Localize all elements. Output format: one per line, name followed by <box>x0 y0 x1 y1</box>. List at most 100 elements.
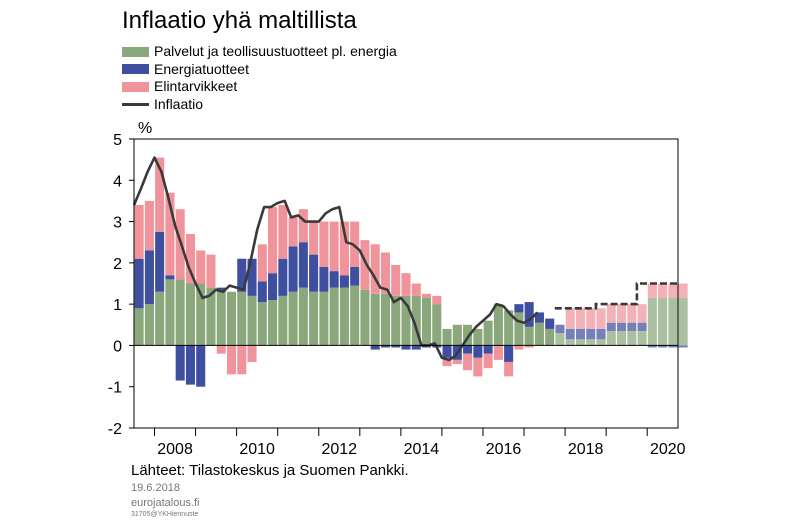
bar-2017Q2-s0 <box>534 322 544 346</box>
bar-2010Q1-s1 <box>237 258 247 292</box>
y-tick-label-0: 0 <box>113 338 122 355</box>
bar-2015Q4-s2 <box>473 357 483 377</box>
bar-2015Q4-s0 <box>473 328 483 346</box>
bar-2016Q2-s0 <box>493 304 503 346</box>
bar-2012Q1-s0 <box>319 291 329 346</box>
bar-2009Q4-s0 <box>226 291 237 346</box>
publish-date: 19.6.2018 <box>131 482 180 494</box>
bar-2016Q4-s1 <box>514 304 524 313</box>
x-tick-label-2020: 2020 <box>650 441 686 458</box>
bar-2013Q2-s1 <box>370 345 380 350</box>
bar-2010Q4-s1 <box>268 273 278 301</box>
legend-label-inflation: Inflaatio <box>154 95 204 112</box>
bar-2007Q3-s0 <box>134 308 144 346</box>
bar-2020Q4-s2 <box>678 283 688 298</box>
bar-2012Q2-s1 <box>329 271 339 288</box>
bar-2011Q2-s1 <box>288 246 298 292</box>
bar-2018Q3-s1 <box>586 328 596 340</box>
bar-2016Q1-s0 <box>483 320 493 346</box>
legend-item-food: Elintarvikkeet <box>122 78 397 96</box>
bar-2010Q1-s2 <box>237 345 247 375</box>
bar-2017Q3-s1 <box>545 318 555 329</box>
bar-2019Q2-s0 <box>617 330 627 346</box>
bar-2017Q3-s0 <box>545 328 555 346</box>
bar-2019Q3-s0 <box>627 330 637 346</box>
x-tick-label-2018: 2018 <box>568 441 604 458</box>
bar-2010Q3-s1 <box>257 281 267 303</box>
bar-2012Q2-s2 <box>329 221 339 272</box>
bar-2020Q3-s0 <box>668 297 678 346</box>
bar-2011Q2-s0 <box>288 291 298 346</box>
bar-2011Q4-s0 <box>309 291 319 346</box>
bar-2019Q2-s1 <box>617 322 627 331</box>
y-tick-label-3: 3 <box>113 215 122 232</box>
source-note: Lähteet: Tilastokeskus ja Suomen Pankki. <box>131 462 409 479</box>
legend-label-food: Elintarvikkeet <box>154 78 238 95</box>
bar-2013Q1-s0 <box>360 289 370 346</box>
bar-2008Q4-s1 <box>185 345 195 385</box>
bar-2008Q1-s1 <box>155 231 165 292</box>
bar-2009Q3-s2 <box>216 345 226 354</box>
bar-2016Q3-s0 <box>504 310 514 346</box>
y-tick-label-1: 1 <box>113 297 122 314</box>
bar-2011Q1-s0 <box>278 295 288 346</box>
bar-2012Q1-s2 <box>319 221 329 267</box>
bar-2019Q1-s2 <box>606 304 616 323</box>
y-axis-label: % <box>138 120 152 137</box>
legend-swatch-energy <box>122 64 149 75</box>
bar-2016Q4-s0 <box>514 312 524 346</box>
bar-2020Q1-s0 <box>647 297 657 346</box>
site-name: eurojatalous.fi <box>131 497 200 509</box>
bar-2008Q2-s1 <box>165 275 175 280</box>
bar-2014Q1-s2 <box>401 273 411 296</box>
bar-2020Q2-s0 <box>658 297 668 346</box>
bar-2015Q3-s2 <box>463 353 473 371</box>
bar-2011Q3-s1 <box>298 242 308 288</box>
inflation-forecast-line <box>554 282 678 310</box>
bar-2013Q3-s0 <box>380 293 391 346</box>
bar-2010Q2-s0 <box>247 295 257 346</box>
bar-2020Q4-s0 <box>678 297 688 346</box>
axes-layer: -2 -1 0 1 2 3 4 5% 2008 2010 2012 2014 2016 2018 2020 <box>108 120 686 458</box>
bar-2010Q1-s0 <box>237 291 247 346</box>
bar-2016Q1-s2 <box>483 353 493 369</box>
bar-2017Q1-s2 <box>524 345 534 348</box>
legend-item-inflation: Inflaatio <box>122 96 397 114</box>
bar-2015Q3-s1 <box>463 345 473 354</box>
bar-2010Q2-s1 <box>247 258 257 296</box>
legend-item-services: Palvelut ja teollisuustuotteet pl. energ… <box>122 43 397 61</box>
bar-2016Q4-s2 <box>514 345 524 350</box>
legend-swatch-inflation <box>122 102 149 106</box>
bar-2013Q4-s0 <box>391 295 401 346</box>
bar-2014Q3-s2 <box>421 293 432 298</box>
bar-2015Q1-s2 <box>442 357 452 367</box>
bar-2013Q2-s2 <box>370 244 380 294</box>
bar-2008Q2-s2 <box>165 192 175 276</box>
bar-2011Q1-s1 <box>278 258 288 296</box>
bar-2015Q2-s0 <box>452 324 462 346</box>
x-tick-label-2008: 2008 <box>157 441 193 458</box>
x-tick-label-2016: 2016 <box>486 441 522 458</box>
bar-2007Q3-s2 <box>134 205 144 259</box>
bar-2019Q4-s1 <box>637 322 647 331</box>
bar-2014Q2-s0 <box>411 295 421 346</box>
x-tick-label-2014: 2014 <box>404 441 440 458</box>
bar-2009Q1-s1 <box>196 345 206 387</box>
bar-2018Q1-s0 <box>565 339 575 346</box>
bar-2015Q1-s1 <box>442 345 452 358</box>
y-tick-label--2: -2 <box>108 421 122 438</box>
bar-2008Q3-s0 <box>175 279 185 346</box>
bar-2013Q4-s1 <box>391 345 401 348</box>
chart-title: Inflaatio yhä maltillista <box>122 7 357 34</box>
bar-2015Q3-s0 <box>463 324 473 346</box>
bar-2019Q1-s1 <box>606 322 616 331</box>
bar-2011Q2-s2 <box>288 217 298 247</box>
lines-layer <box>132 156 678 362</box>
bar-2019Q4-s2 <box>637 304 647 323</box>
bar-2014Q4-s2 <box>432 295 442 305</box>
bar-2020Q1-s1 <box>647 345 657 348</box>
legend-label-energy: Energiatuotteet <box>154 60 249 77</box>
bar-2010Q3-s0 <box>257 302 267 346</box>
bar-2017Q2-s1 <box>534 312 544 323</box>
bar-2012Q3-s0 <box>339 287 349 346</box>
